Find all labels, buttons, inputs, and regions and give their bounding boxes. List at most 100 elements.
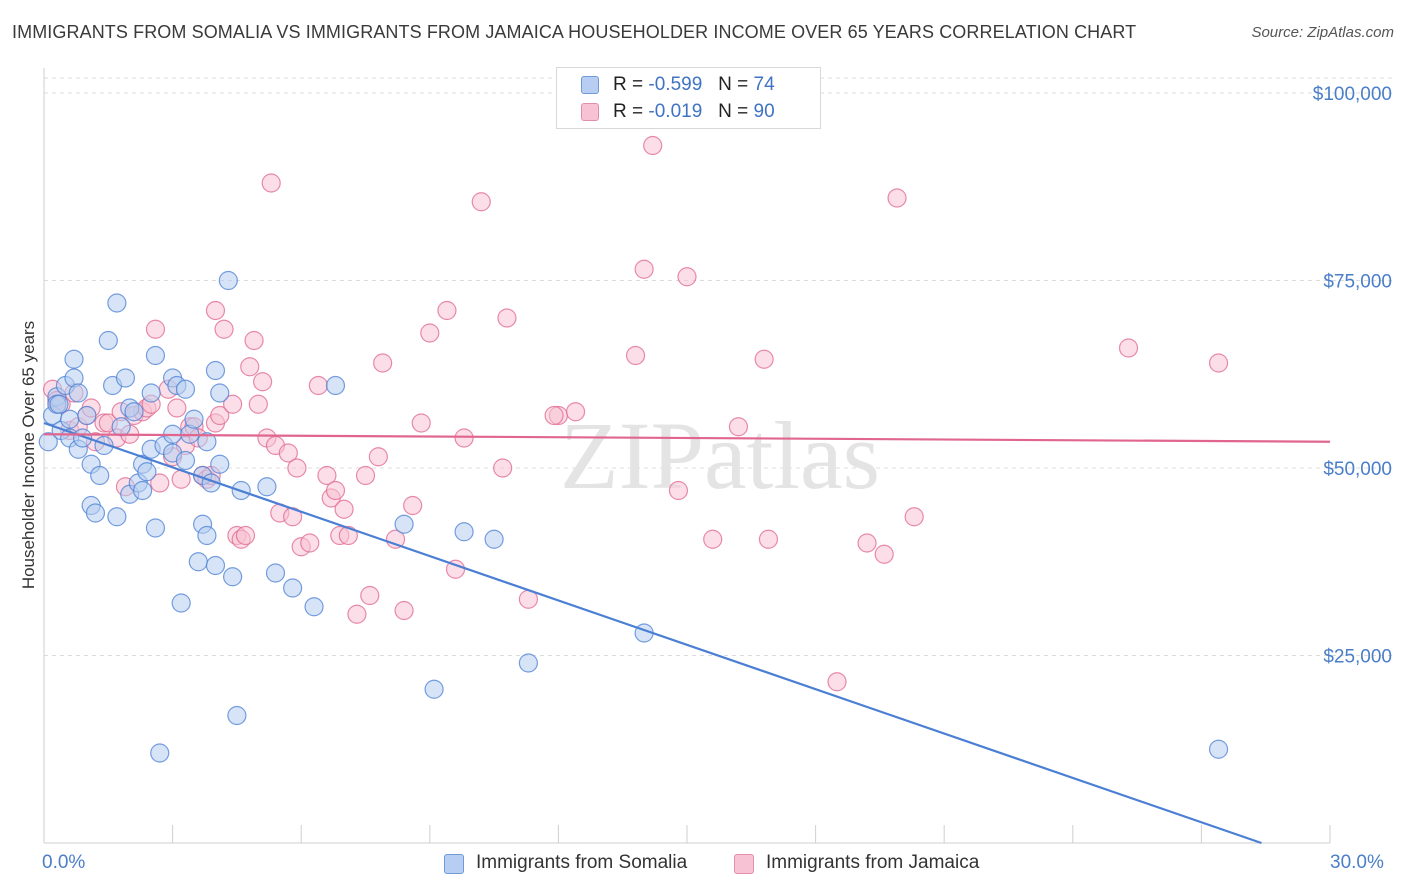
- data-point: [145, 345, 166, 366]
- data-point: [334, 499, 354, 519]
- data-point: [360, 585, 380, 606]
- data-point: [210, 383, 230, 403]
- data-point: [325, 480, 346, 501]
- data-point: [77, 405, 97, 426]
- y-tick-label: $100,000: [1313, 84, 1392, 105]
- bottom-swatch-jamaica: [734, 854, 754, 874]
- data-point: [205, 300, 226, 321]
- trend-line-somalia: [43, 421, 1262, 845]
- legend-swatch-jamaica: [581, 103, 599, 121]
- data-point: [394, 514, 414, 534]
- data-point: [625, 345, 646, 366]
- data-point: [368, 447, 388, 467]
- data-point: [98, 330, 118, 351]
- data-point: [137, 462, 157, 482]
- trend-line-jamaica: [43, 433, 1331, 443]
- data-point: [248, 394, 268, 414]
- y-tick-label: $25,000: [1323, 647, 1392, 668]
- data-point: [287, 458, 307, 478]
- data-point: [278, 443, 298, 463]
- data-point: [703, 529, 723, 549]
- data-point: [107, 293, 127, 313]
- data-point: [454, 522, 474, 542]
- data-point: [471, 192, 491, 212]
- data-point: [265, 563, 286, 583]
- somalia-points: [38, 270, 1229, 763]
- data-point: [308, 375, 328, 396]
- data-point: [304, 597, 324, 617]
- data-point: [728, 417, 749, 437]
- legend-n-value-somalia: 74: [753, 74, 775, 95]
- data-point: [197, 525, 217, 546]
- bottom-swatch-somalia: [444, 854, 464, 874]
- data-point: [150, 743, 170, 763]
- data-point: [887, 188, 907, 208]
- data-point: [347, 604, 367, 624]
- data-point: [197, 432, 217, 452]
- data-point: [111, 417, 131, 437]
- data-point: [300, 533, 320, 553]
- data-point: [107, 507, 127, 527]
- data-point: [115, 368, 136, 388]
- data-point: [668, 480, 689, 501]
- data-point: [758, 529, 779, 549]
- y-tick-label: $75,000: [1323, 272, 1392, 293]
- data-point: [90, 465, 110, 486]
- data-point: [445, 559, 466, 579]
- data-point: [420, 323, 440, 343]
- y-tick-labels: $25,000 $50,000 $75,000 $100,000: [1313, 84, 1392, 668]
- legend-r-value-jamaica: -0.019: [648, 101, 703, 122]
- data-point: [677, 267, 697, 287]
- data-point: [205, 360, 226, 381]
- data-point: [338, 525, 358, 546]
- data-point: [38, 432, 58, 452]
- data-point: [85, 503, 106, 523]
- data-point: [257, 477, 277, 497]
- data-point: [49, 394, 69, 414]
- data-point: [175, 379, 196, 399]
- legend-n-label: N =: [718, 101, 749, 122]
- data-point: [754, 349, 774, 369]
- axes: [43, 68, 1331, 844]
- correlation-legend: R = -0.599 N = 74 R = -0.019 N = 90: [556, 67, 821, 129]
- data-point: [223, 394, 243, 414]
- legend-swatch-somalia: [581, 76, 599, 94]
- data-point: [171, 593, 191, 613]
- data-point: [874, 544, 894, 564]
- data-point: [544, 405, 564, 426]
- data-point: [325, 375, 346, 396]
- data-point: [518, 653, 538, 673]
- data-point: [184, 409, 204, 429]
- data-point: [188, 552, 208, 572]
- data-point: [1208, 353, 1229, 373]
- watermark: ZIPatlas: [560, 402, 880, 509]
- data-point: [124, 402, 144, 422]
- bottom-legend-label-somalia: Immigrants from Somalia: [476, 852, 688, 873]
- data-point: [403, 495, 423, 516]
- data-point: [394, 600, 414, 621]
- data-point: [317, 465, 337, 486]
- data-point: [244, 330, 264, 351]
- data-point: [132, 480, 153, 501]
- data-point: [145, 518, 166, 538]
- data-point: [497, 308, 517, 328]
- data-point: [210, 405, 230, 426]
- legend-n-value-jamaica: 90: [753, 101, 775, 122]
- data-point: [145, 319, 166, 339]
- data-point: [493, 458, 513, 478]
- source-label: Source: ZipAtlas.com: [1251, 24, 1394, 41]
- bottom-legend-label-jamaica: Immigrants from Jamaica: [766, 852, 980, 873]
- trend-lines: [43, 421, 1331, 845]
- data-point: [634, 259, 654, 279]
- data-point: [68, 383, 88, 403]
- data-point: [904, 507, 924, 527]
- data-point: [283, 578, 303, 598]
- data-point: [253, 372, 273, 392]
- legend-n-label: N =: [718, 74, 749, 95]
- data-point: [1208, 739, 1229, 759]
- data-point: [205, 555, 226, 576]
- legend-r-label: R =: [613, 74, 644, 95]
- data-point: [454, 428, 474, 448]
- data-point: [210, 454, 230, 474]
